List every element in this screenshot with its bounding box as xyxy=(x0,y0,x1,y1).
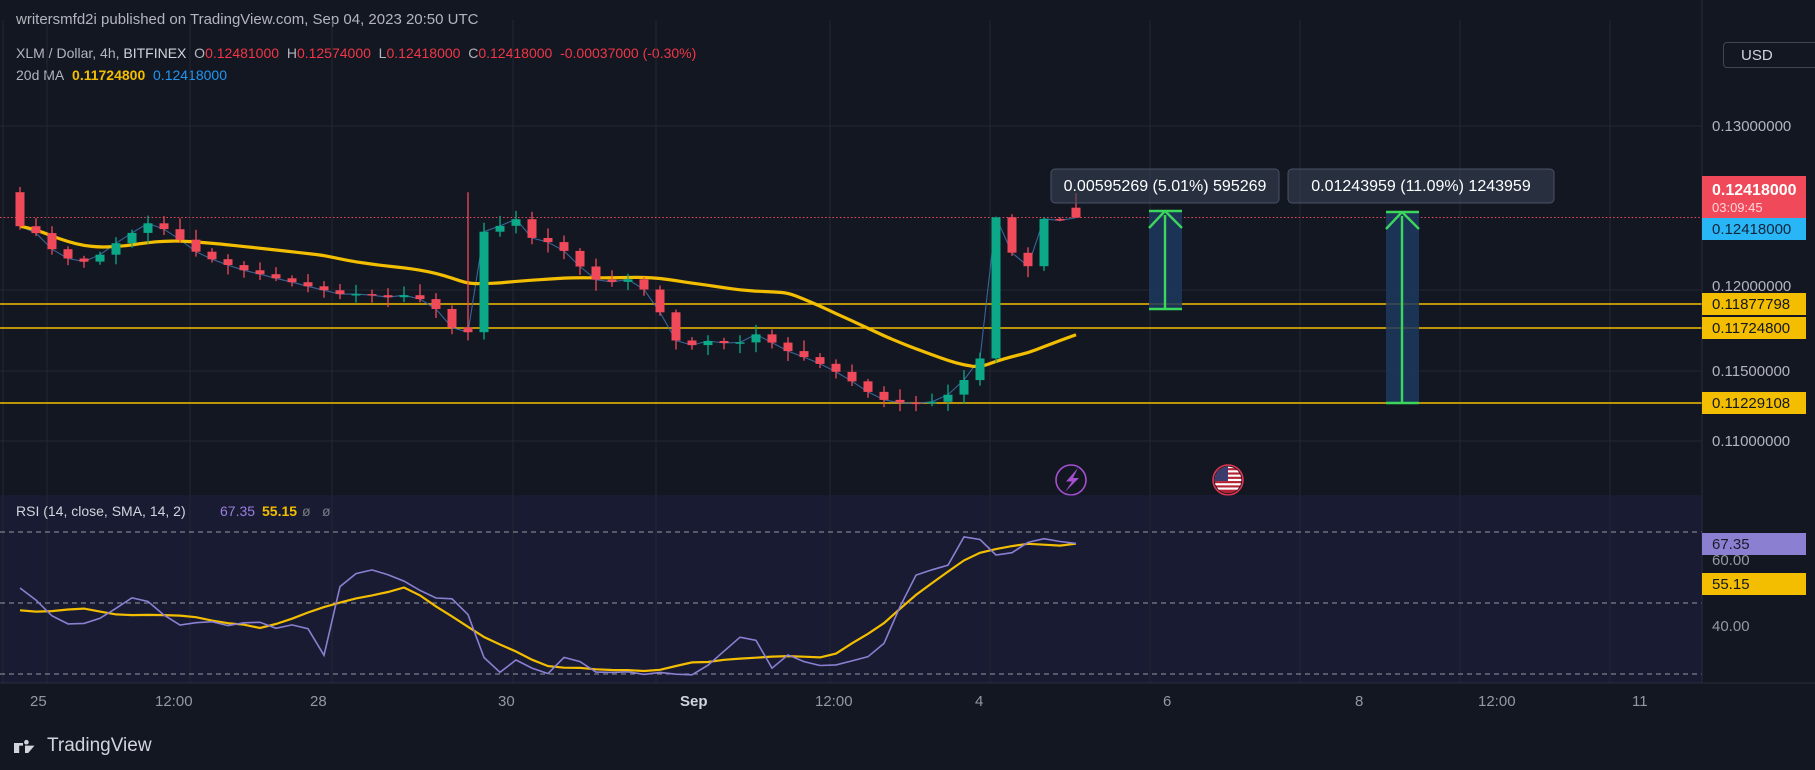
svg-text:12:00: 12:00 xyxy=(155,693,193,710)
svg-text:30: 30 xyxy=(498,693,515,710)
svg-text:25: 25 xyxy=(30,693,47,710)
svg-text:8: 8 xyxy=(1355,693,1363,710)
svg-text:6: 6 xyxy=(1163,693,1171,710)
svg-text:4: 4 xyxy=(975,693,983,710)
svg-text:12:00: 12:00 xyxy=(815,693,853,710)
svg-text:Sep: Sep xyxy=(680,693,708,710)
svg-text:12:00: 12:00 xyxy=(1478,693,1516,710)
svg-text:11: 11 xyxy=(1632,693,1648,710)
svg-text:28: 28 xyxy=(310,693,327,710)
